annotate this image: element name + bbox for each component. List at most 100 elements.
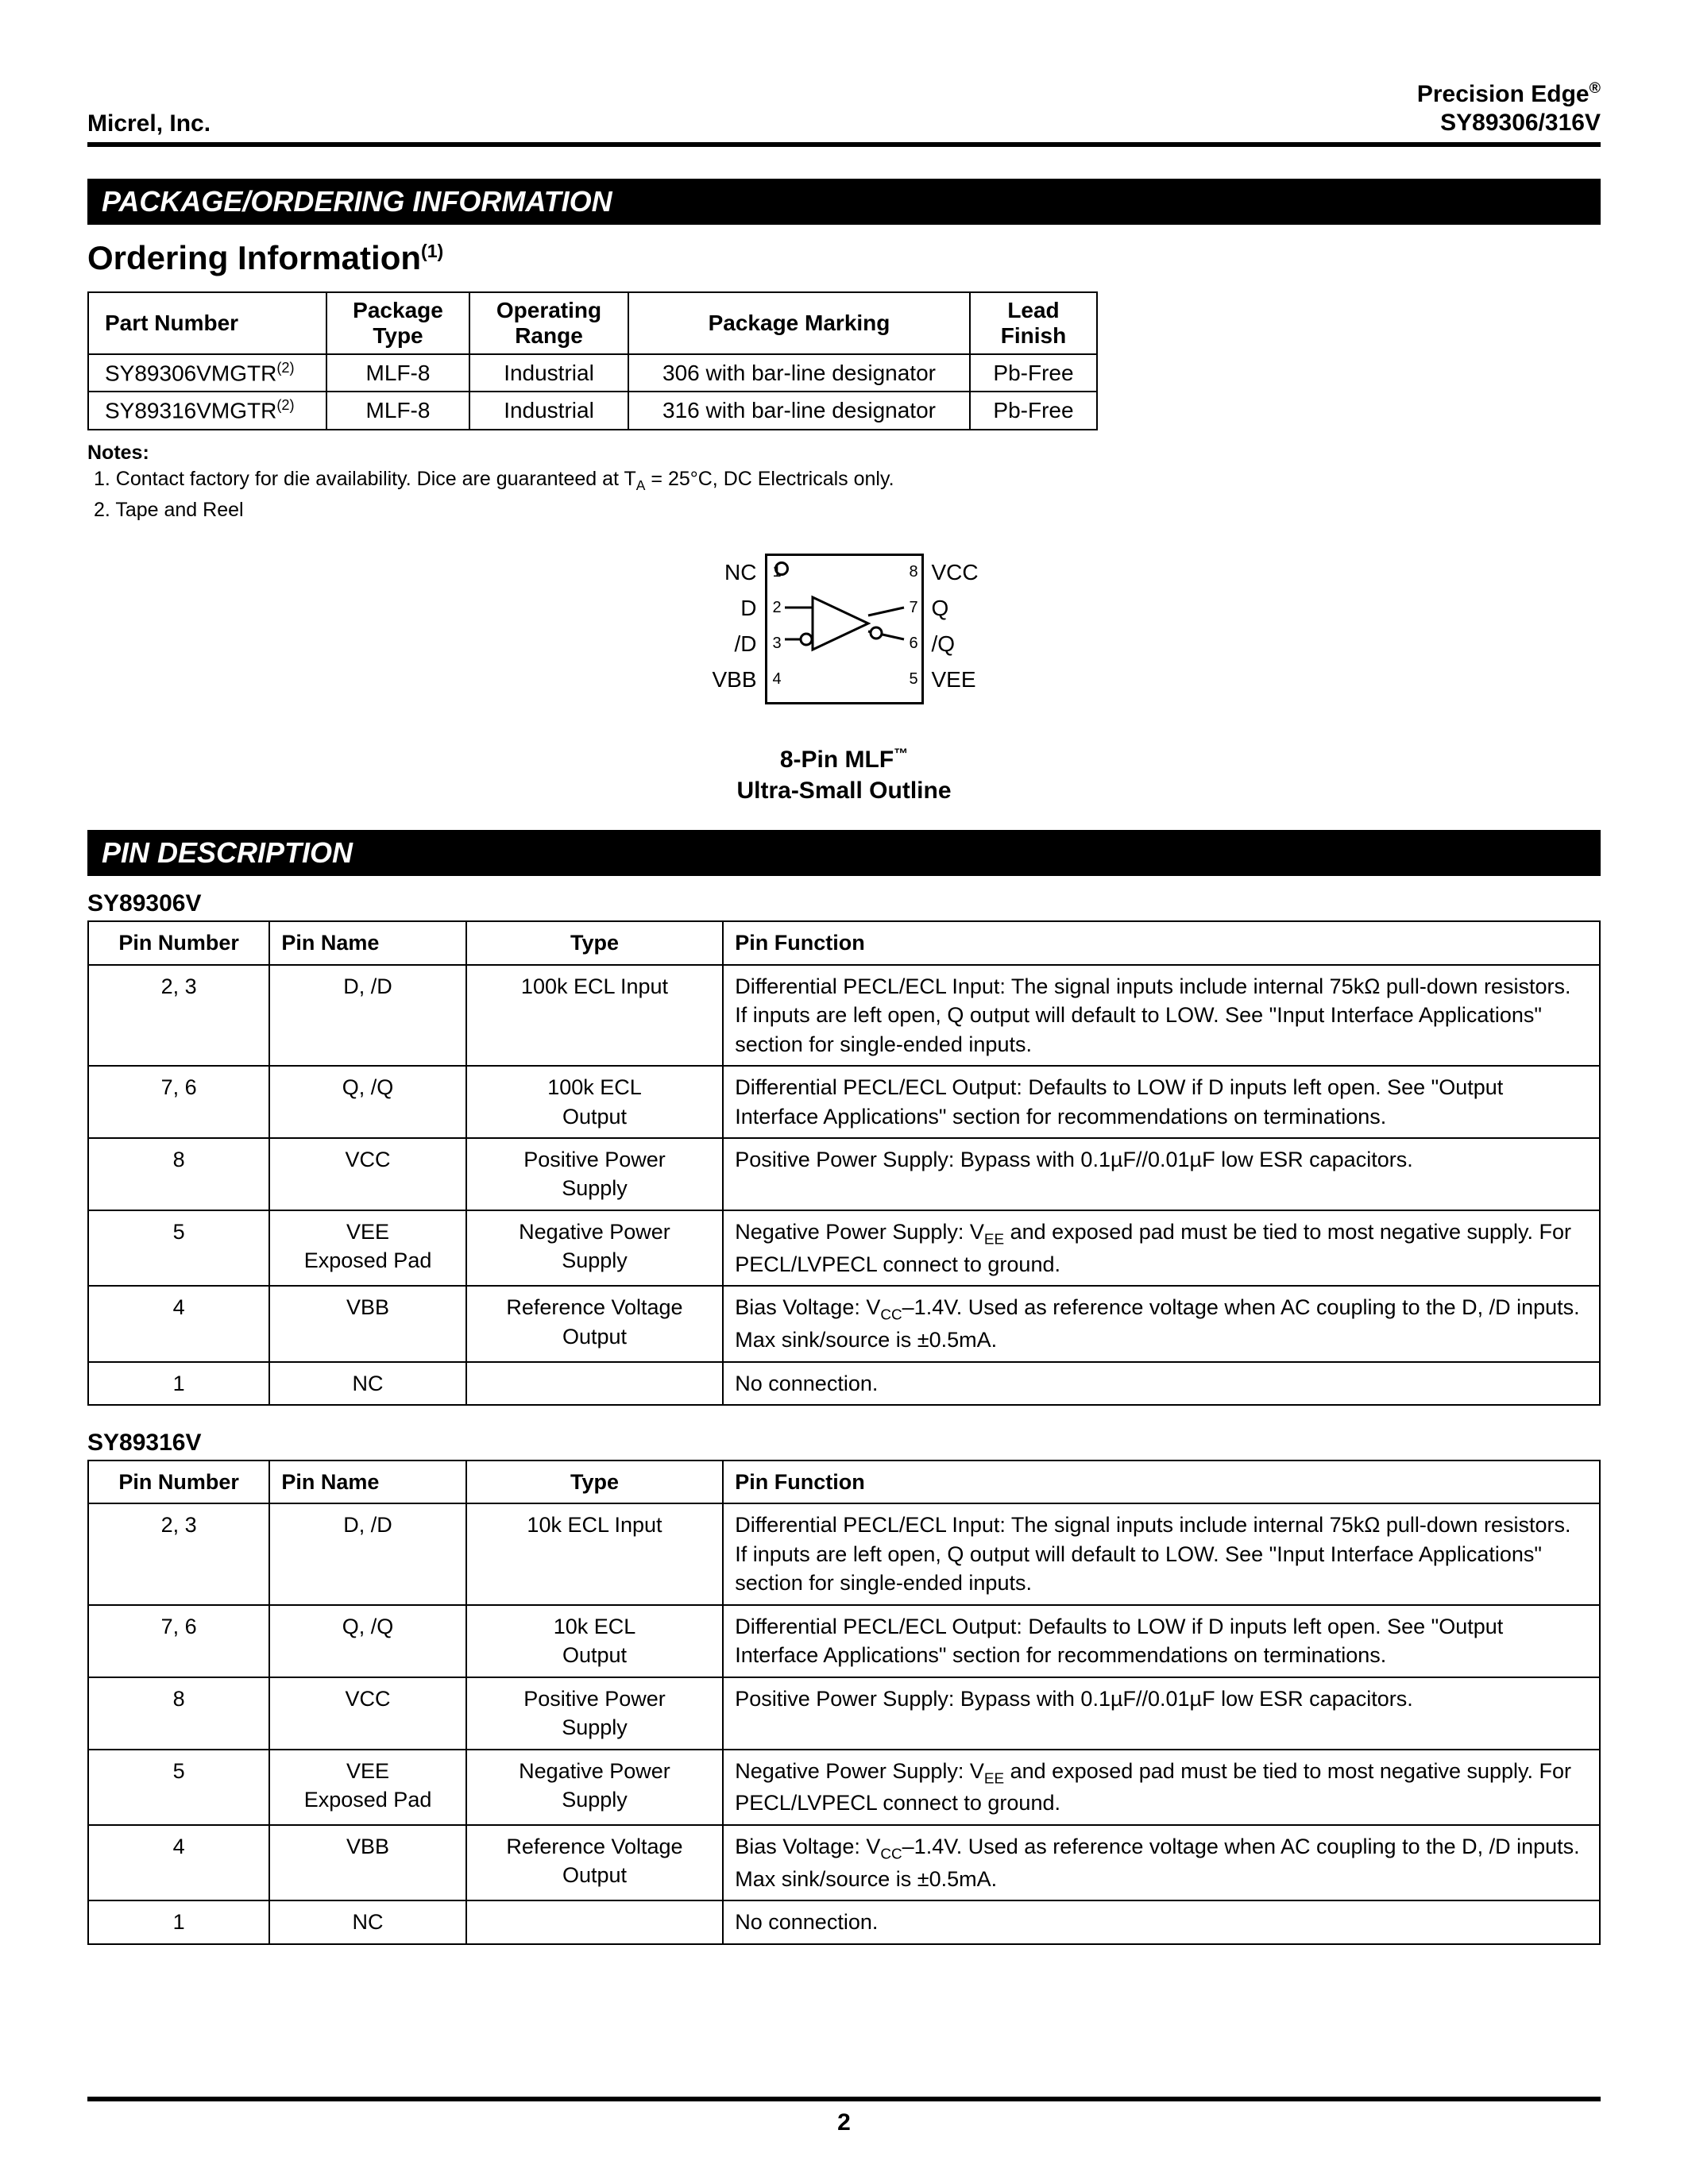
cell-pin-num: 4	[88, 1825, 269, 1900]
cell-pin-type: Reference VoltageOutput	[466, 1825, 724, 1900]
pin-label-dn: /D	[686, 631, 757, 657]
cell-pin-num: 5	[88, 1210, 269, 1286]
col-pin-type: Type	[466, 1461, 724, 1503]
brand-name: Precision Edge	[1417, 81, 1590, 107]
cell-finish: Pb-Free	[970, 354, 1097, 392]
col-pin-number: Pin Number	[88, 921, 269, 964]
pin-label-nc: NC	[686, 560, 757, 585]
col-pin-type: Type	[466, 921, 724, 964]
cell-pin-type: Negative PowerSupply	[466, 1750, 724, 1825]
cell-pin-name: VCC	[269, 1138, 465, 1210]
cell-pin-type: 100k ECL Input	[466, 965, 724, 1066]
table-header-row: Pin Number Pin Name Type Pin Function	[88, 921, 1600, 964]
diagram-caption: 8-Pin MLF™ Ultra-Small Outline	[736, 744, 951, 806]
cell-pin-type: 10k ECL Input	[466, 1503, 724, 1604]
col-package-marking: Package Marking	[628, 292, 970, 354]
cell-pin-num: 1	[88, 1900, 269, 1943]
note-1-tail: = 25°C, DC Electricals only.	[645, 468, 894, 490]
diagram-caption-line2: Ultra-Small Outline	[736, 778, 951, 804]
table-row: SY89306VMGTR(2)MLF-8Industrial306 with b…	[88, 354, 1097, 392]
cell-pin-func: Differential PECL/ECL Output: Defaults t…	[723, 1066, 1600, 1138]
table-title-306: SY89306V	[87, 890, 1601, 917]
note-1-text: 1. Contact factory for die availability.…	[94, 468, 636, 490]
ordering-info-title: Ordering Information(1)	[87, 239, 1601, 277]
cell-pin-type: Positive PowerSupply	[466, 1677, 724, 1750]
notes-list: 1. Contact factory for die availability.…	[94, 465, 1601, 526]
cell-pin-num: 2, 3	[88, 965, 269, 1066]
cell-pin-num: 2, 3	[88, 1503, 269, 1604]
table-row: 4VBBReference VoltageOutputBias Voltage:…	[88, 1825, 1600, 1900]
cell-pin-name: VBB	[269, 1286, 465, 1361]
cell-marking: 306 with bar-line designator	[628, 354, 970, 392]
pin-label-vcc: VCC	[932, 560, 1003, 585]
cell-pin-num: 7, 6	[88, 1066, 269, 1138]
pin-diagram-wrap: NC D /D VBB 1 2 3 4 8 7 6 5 VCC Q /Q VEE…	[87, 546, 1601, 806]
cell-pin-type: Negative PowerSupply	[466, 1210, 724, 1286]
pin-label-qn: /Q	[932, 631, 1003, 657]
cell-pin-func: Negative Power Supply: VEE and exposed p…	[723, 1210, 1600, 1286]
table-row: 2, 3D, /D10k ECL InputDifferential PECL/…	[88, 1503, 1600, 1604]
cell-part: SY89316VMGTR(2)	[88, 392, 326, 429]
cell-range: Industrial	[469, 354, 628, 392]
cell-pin-type: 100k ECLOutput	[466, 1066, 724, 1138]
cell-pin-name: Q, /Q	[269, 1605, 465, 1677]
pin-label-vee: VEE	[932, 667, 1003, 693]
trademark-icon: ™	[894, 746, 908, 762]
cell-range: Industrial	[469, 392, 628, 429]
cell-pin-func: No connection.	[723, 1362, 1600, 1405]
product-id: Precision Edge® SY89306/316V	[1417, 79, 1601, 137]
cell-pin-name: VCC	[269, 1677, 465, 1750]
cell-pin-func: Differential PECL/ECL Input: The signal …	[723, 965, 1600, 1066]
table-header-row: Pin Number Pin Name Type Pin Function	[88, 1461, 1600, 1503]
page-header: Micrel, Inc. Precision Edge® SY89306/316…	[87, 79, 1601, 147]
cell-pin-name: NC	[269, 1900, 465, 1943]
cell-pin-func: Positive Power Supply: Bypass with 0.1µF…	[723, 1677, 1600, 1750]
table-row: 4VBBReference VoltageOutputBias Voltage:…	[88, 1286, 1600, 1361]
cell-pin-func: Negative Power Supply: VEE and exposed p…	[723, 1750, 1600, 1825]
cell-pin-func: Positive Power Supply: Bypass with 0.1µF…	[723, 1138, 1600, 1210]
pin-label-vbb: VBB	[686, 667, 757, 693]
note-1: 1. Contact factory for die availability.…	[94, 465, 1601, 496]
table-row: 5VEEExposed PadNegative PowerSupplyNegat…	[88, 1210, 1600, 1286]
page-number: 2	[87, 2097, 1601, 2136]
pin-label-d: D	[686, 596, 757, 621]
registered-icon: ®	[1590, 79, 1601, 97]
col-operating-range: Operating Range	[469, 292, 628, 354]
cell-pin-type: Reference VoltageOutput	[466, 1286, 724, 1361]
notes-label: Notes:	[87, 442, 1601, 465]
cell-pin-func: No connection.	[723, 1900, 1600, 1943]
part-family: SY89306/316V	[1417, 109, 1601, 137]
cell-pin-type	[466, 1362, 724, 1405]
col-pin-function: Pin Function	[723, 1461, 1600, 1503]
cell-pin-num: 8	[88, 1138, 269, 1210]
cell-pin-num: 8	[88, 1677, 269, 1750]
col-pin-function: Pin Function	[723, 921, 1600, 964]
table-row: 2, 3D, /D100k ECL InputDifferential PECL…	[88, 965, 1600, 1066]
col-part-number: Part Number	[88, 292, 326, 354]
table-row: 8VCCPositive PowerSupplyPositive Power S…	[88, 1138, 1600, 1210]
cell-pin-func: Differential PECL/ECL Input: The signal …	[723, 1503, 1600, 1604]
cell-pin-name: D, /D	[269, 1503, 465, 1604]
table-row: 1NCNo connection.	[88, 1362, 1600, 1405]
ordering-info-title-text: Ordering Information	[87, 239, 421, 276]
ordering-table: Part Number Package Type Operating Range…	[87, 291, 1098, 430]
section-bar-package: PACKAGE/ORDERING INFORMATION	[87, 179, 1601, 225]
cell-marking: 316 with bar-line designator	[628, 392, 970, 429]
cell-pin-type: 10k ECLOutput	[466, 1605, 724, 1677]
cell-pin-num: 7, 6	[88, 1605, 269, 1677]
cell-pkg: MLF-8	[326, 354, 469, 392]
cell-pin-name: VEEExposed Pad	[269, 1750, 465, 1825]
table-row: 5VEEExposed PadNegative PowerSupplyNegat…	[88, 1750, 1600, 1825]
cell-pin-func: Bias Voltage: VCC–1.4V. Used as referenc…	[723, 1286, 1600, 1361]
cell-pin-num: 1	[88, 1362, 269, 1405]
table-row: 7, 6Q, /Q10k ECLOutputDifferential PECL/…	[88, 1605, 1600, 1677]
note-1-sub: A	[636, 477, 646, 493]
col-pin-name: Pin Name	[269, 1461, 465, 1503]
cell-pin-num: 4	[88, 1286, 269, 1361]
cell-pkg: MLF-8	[326, 392, 469, 429]
table-header-row: Part Number Package Type Operating Range…	[88, 292, 1097, 354]
table-row: SY89316VMGTR(2)MLF-8Industrial316 with b…	[88, 392, 1097, 429]
section-bar-pindesc: PIN DESCRIPTION	[87, 830, 1601, 876]
cell-part: SY89306VMGTR(2)	[88, 354, 326, 392]
cell-finish: Pb-Free	[970, 392, 1097, 429]
